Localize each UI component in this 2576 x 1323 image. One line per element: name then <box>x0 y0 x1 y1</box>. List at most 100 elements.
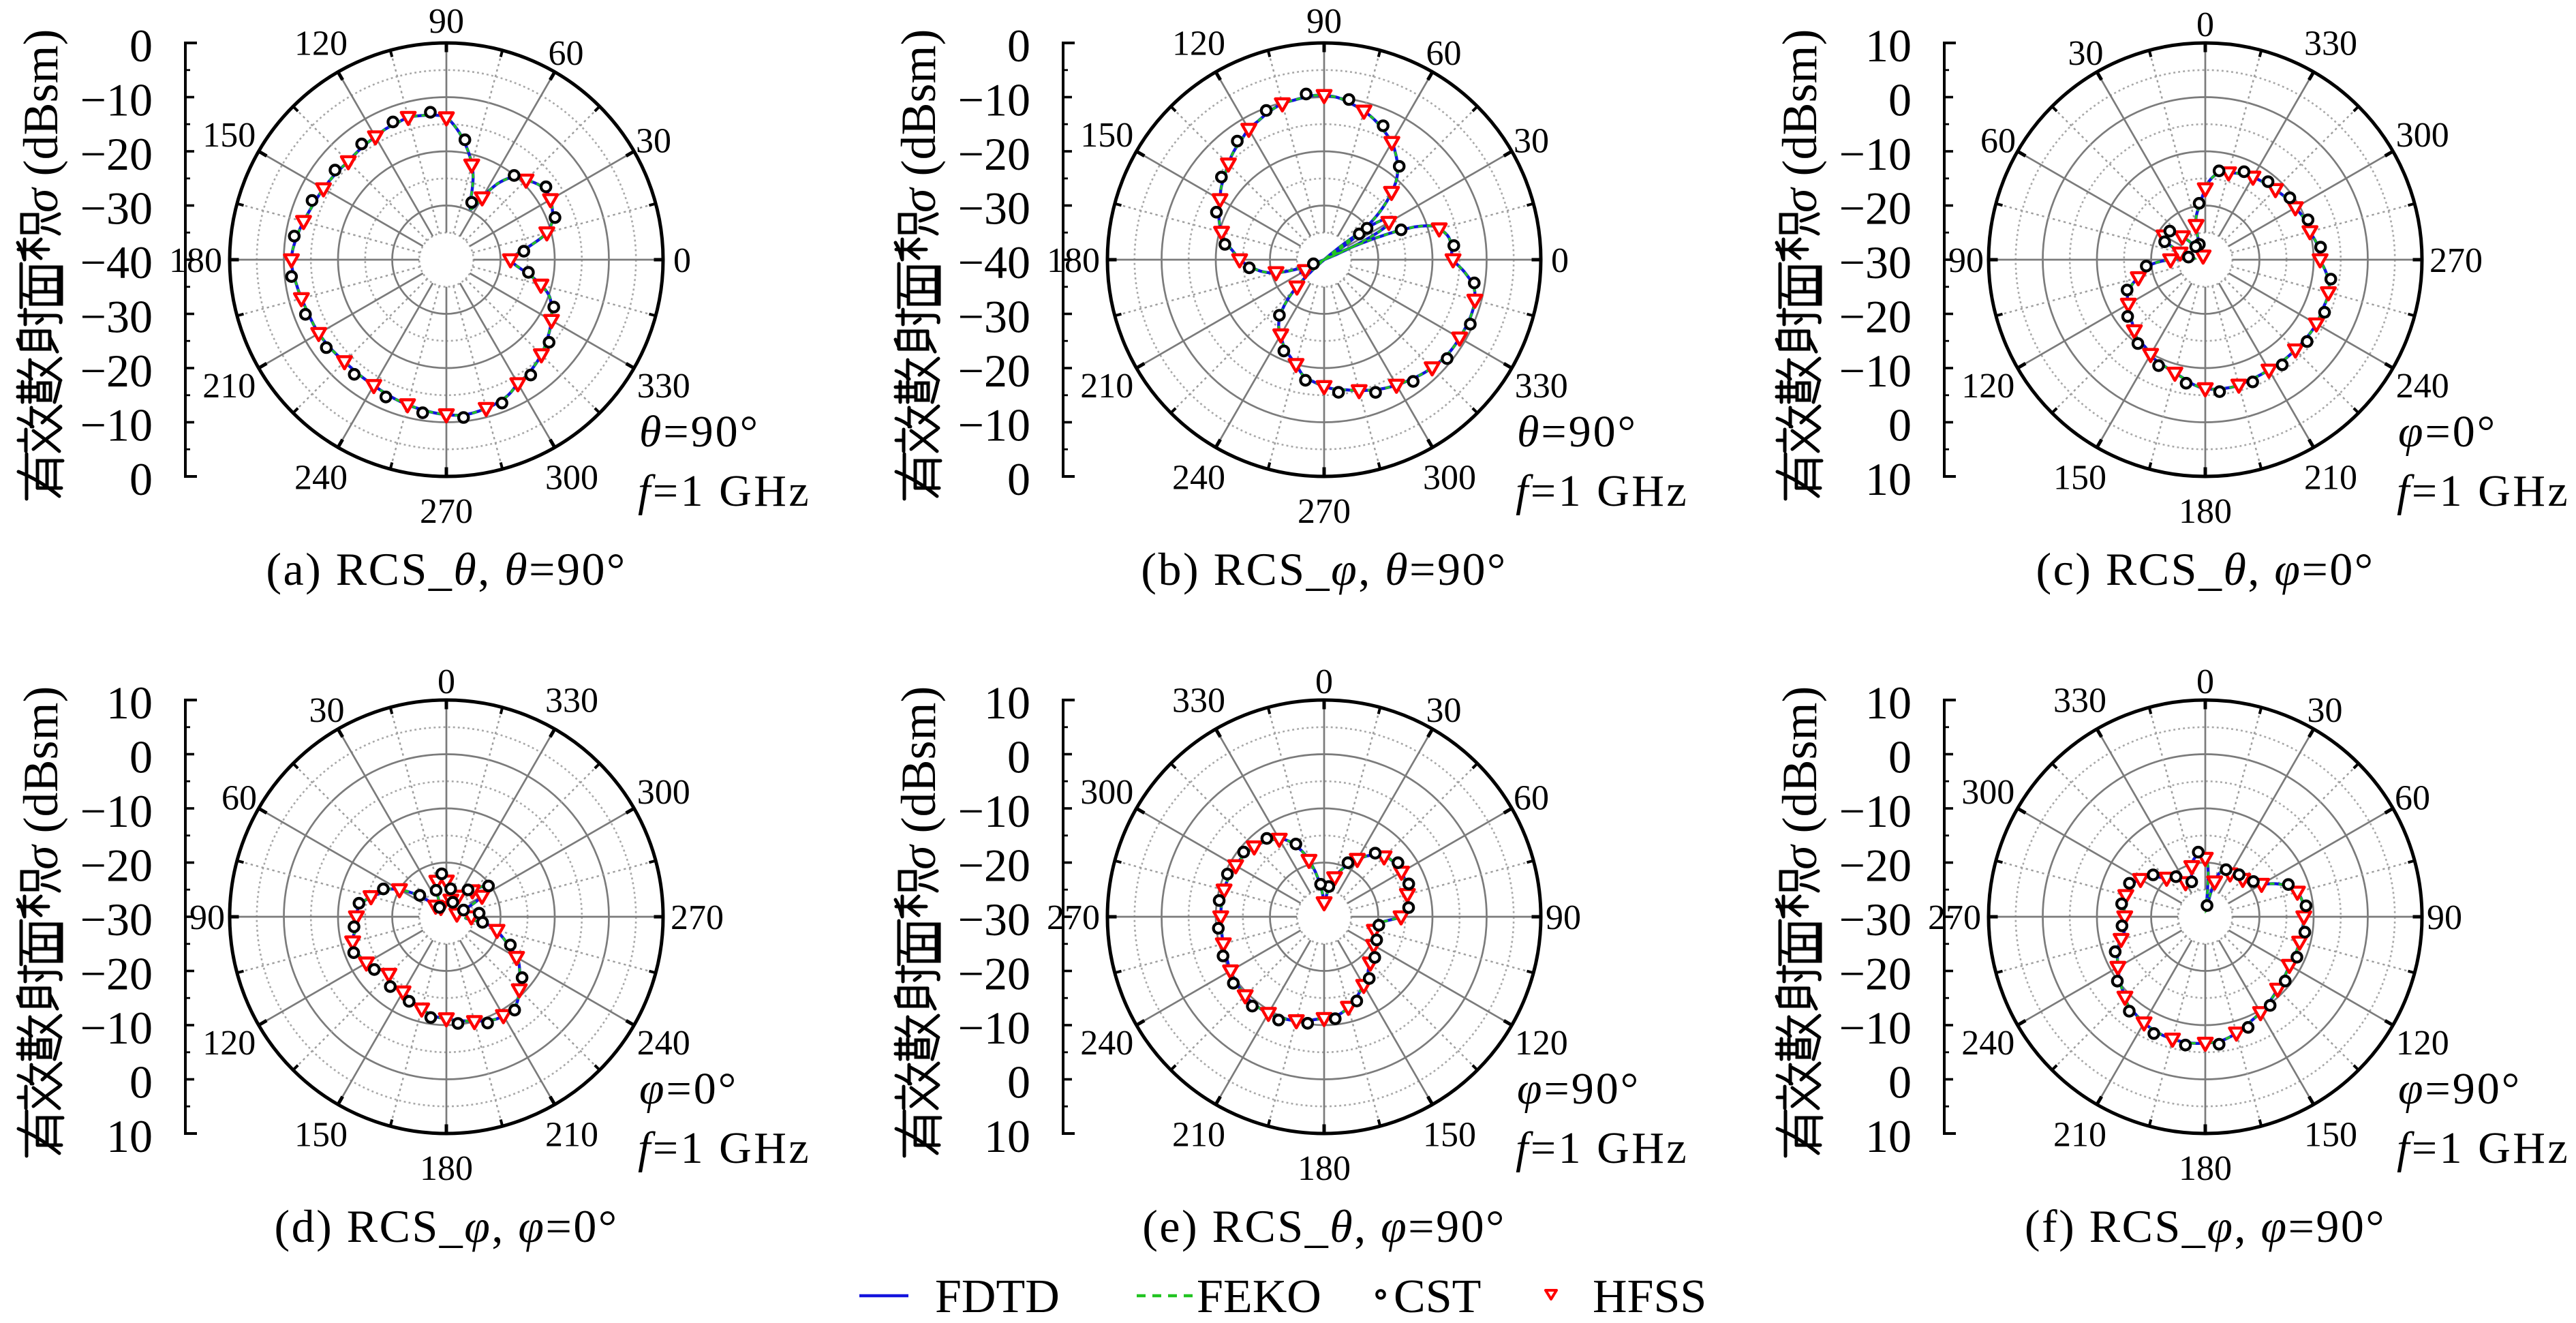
svg-text:−20: −20 <box>80 345 153 397</box>
svg-text:(c) RCS_θ, φ=0°: (c) RCS_θ, φ=0° <box>2036 543 2374 595</box>
svg-text:60: 60 <box>1514 779 1549 818</box>
svg-text:−10: −10 <box>1839 1002 1912 1054</box>
svg-text:30: 30 <box>2068 34 2104 73</box>
svg-text:−20: −20 <box>1839 948 1912 1000</box>
svg-text:−20: −20 <box>1839 183 1912 234</box>
svg-text:0: 0 <box>1007 453 1030 505</box>
svg-text:270: 270 <box>1047 898 1100 937</box>
svg-text:180: 180 <box>1298 1149 1351 1188</box>
svg-text:210: 210 <box>202 367 256 406</box>
svg-text:150: 150 <box>2053 459 2106 498</box>
svg-text:−20: −20 <box>958 948 1030 1000</box>
svg-text:−20: −20 <box>1839 840 1912 892</box>
svg-text:270: 270 <box>671 898 724 937</box>
svg-text:300: 300 <box>545 459 598 498</box>
svg-text:150: 150 <box>202 116 256 155</box>
svg-text:φ=0°: φ=0° <box>639 1064 738 1114</box>
svg-text:150: 150 <box>294 1116 348 1155</box>
svg-text:−10: −10 <box>958 1002 1030 1054</box>
svg-text:0: 0 <box>1888 399 1912 451</box>
svg-text:−10: −10 <box>1839 345 1912 397</box>
svg-text:σ (dBsm): σ (dBsm) <box>14 29 68 213</box>
svg-text:σ (dBsm): σ (dBsm) <box>891 29 946 213</box>
svg-text:330: 330 <box>2053 681 2106 720</box>
svg-text:90: 90 <box>429 2 464 41</box>
svg-text:210: 210 <box>1172 1116 1225 1155</box>
svg-text:60: 60 <box>2395 779 2430 818</box>
svg-text:φ=0°: φ=0° <box>2398 407 2497 457</box>
svg-text:0: 0 <box>1888 1056 1912 1108</box>
svg-text:f=1 GHz: f=1 GHz <box>638 1123 811 1173</box>
svg-text:φ=90°: φ=90° <box>2398 1064 2521 1114</box>
svg-text:f=1 GHz: f=1 GHz <box>2397 466 2570 516</box>
svg-text:(f) RCS_φ, φ=90°: (f) RCS_φ, φ=90° <box>2025 1200 2386 1252</box>
svg-text:30: 30 <box>636 122 671 161</box>
svg-text:−30: −30 <box>958 894 1030 945</box>
svg-text:300: 300 <box>1961 773 2014 812</box>
svg-text:10: 10 <box>1865 20 1912 72</box>
svg-text:σ (dBsm): σ (dBsm) <box>14 686 68 870</box>
svg-text:0: 0 <box>1007 731 1030 783</box>
svg-text:−30: −30 <box>958 183 1030 234</box>
svg-text:270: 270 <box>1298 492 1351 531</box>
svg-text:10: 10 <box>106 1110 153 1162</box>
svg-text:10: 10 <box>984 1110 1030 1162</box>
svg-text:θ=90°: θ=90° <box>1517 407 1638 457</box>
svg-text:90: 90 <box>1948 241 1984 280</box>
svg-text:−20: −20 <box>958 345 1030 397</box>
svg-text:0: 0 <box>1007 1056 1030 1108</box>
svg-text:120: 120 <box>202 1024 256 1063</box>
svg-text:60: 60 <box>549 34 584 73</box>
svg-text:−30: −30 <box>958 291 1030 343</box>
svg-text:330: 330 <box>637 367 690 406</box>
svg-text:−20: −20 <box>80 948 153 1000</box>
svg-text:270: 270 <box>420 492 473 531</box>
svg-text:10: 10 <box>1865 677 1912 729</box>
svg-text:240: 240 <box>1961 1024 2014 1063</box>
svg-text:10: 10 <box>1865 453 1912 505</box>
svg-text:120: 120 <box>2396 1024 2449 1063</box>
svg-text:240: 240 <box>2396 367 2449 406</box>
svg-text:θ=90°: θ=90° <box>639 407 760 457</box>
svg-text:150: 150 <box>2304 1116 2357 1155</box>
svg-text:90: 90 <box>189 898 225 937</box>
svg-text:120: 120 <box>1515 1024 1568 1063</box>
svg-text:90: 90 <box>2427 898 2462 937</box>
svg-text:−30: −30 <box>1839 237 1912 288</box>
svg-text:300: 300 <box>1423 459 1476 498</box>
svg-text:270: 270 <box>1928 898 1981 937</box>
svg-text:10: 10 <box>984 677 1030 729</box>
svg-text:210: 210 <box>545 1116 598 1155</box>
svg-text:10: 10 <box>1865 1110 1912 1162</box>
svg-text:0: 0 <box>1007 20 1030 72</box>
svg-text:10: 10 <box>106 677 153 729</box>
svg-text:330: 330 <box>1515 367 1568 406</box>
svg-text:180: 180 <box>2179 1149 2232 1188</box>
svg-text:150: 150 <box>1080 116 1133 155</box>
svg-text:(d) RCS_φ, φ=0°: (d) RCS_φ, φ=0° <box>274 1200 618 1252</box>
svg-text:−30: −30 <box>80 183 153 234</box>
svg-text:(e) RCS_θ, φ=90°: (e) RCS_θ, φ=90° <box>1142 1200 1506 1252</box>
svg-text:60: 60 <box>221 779 257 818</box>
svg-text:0: 0 <box>673 241 691 280</box>
svg-text:−10: −10 <box>958 785 1030 837</box>
svg-text:210: 210 <box>1080 367 1133 406</box>
svg-text:σ (dBsm): σ (dBsm) <box>891 686 946 870</box>
svg-text:240: 240 <box>637 1024 690 1063</box>
svg-text:330: 330 <box>545 681 598 720</box>
svg-text:180: 180 <box>2179 492 2232 531</box>
svg-text:0: 0 <box>129 1056 153 1108</box>
svg-text:0: 0 <box>1315 663 1333 701</box>
svg-text:330: 330 <box>2304 24 2357 63</box>
svg-text:0: 0 <box>1551 241 1569 280</box>
svg-text:30: 30 <box>1426 691 1462 730</box>
svg-text:φ=90°: φ=90° <box>1517 1064 1640 1114</box>
svg-text:120: 120 <box>1961 367 2014 406</box>
svg-text:300: 300 <box>637 773 690 812</box>
svg-text:−10: −10 <box>958 74 1030 126</box>
svg-text:30: 30 <box>2307 691 2343 730</box>
svg-text:180: 180 <box>1047 241 1100 280</box>
svg-text:(a) RCS_θ, θ=90°: (a) RCS_θ, θ=90° <box>266 543 626 595</box>
svg-text:CST: CST <box>1394 1271 1481 1320</box>
svg-text:240: 240 <box>294 459 348 498</box>
